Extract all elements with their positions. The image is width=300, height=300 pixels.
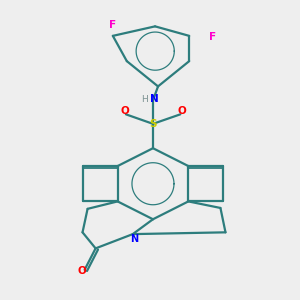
Text: F: F [109, 20, 116, 30]
Text: N: N [130, 235, 138, 244]
Text: O: O [120, 106, 129, 116]
Text: O: O [77, 266, 86, 276]
Text: H: H [141, 95, 147, 104]
Text: N: N [150, 94, 159, 104]
Text: O: O [177, 106, 186, 116]
Text: S: S [149, 119, 157, 129]
Text: F: F [209, 32, 216, 42]
